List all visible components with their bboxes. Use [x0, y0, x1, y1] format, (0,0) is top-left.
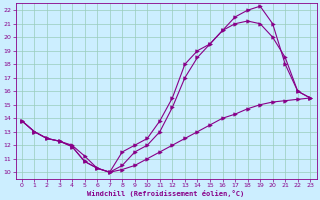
X-axis label: Windchill (Refroidissement éolien,°C): Windchill (Refroidissement éolien,°C): [87, 190, 245, 197]
